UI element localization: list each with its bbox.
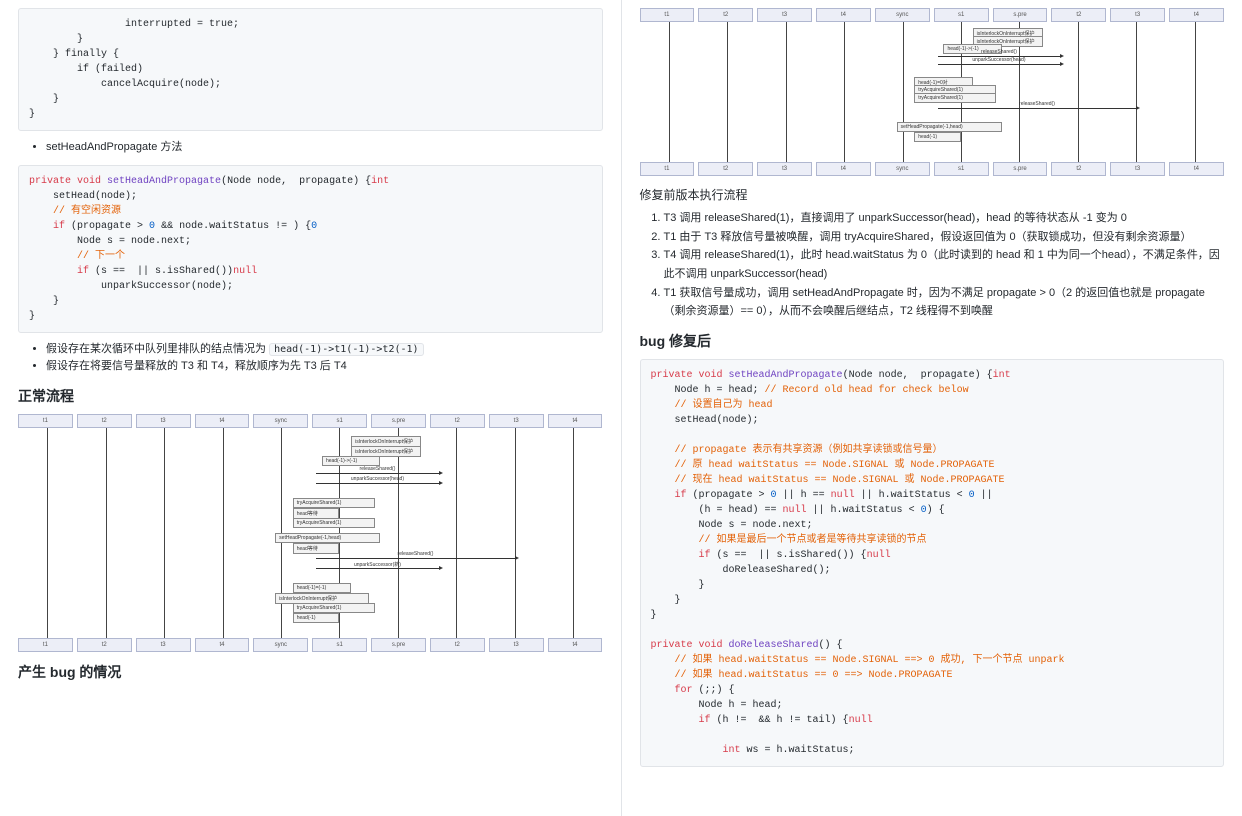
list-item: T1 获取信号量成功，调用 setHeadAndPropagate 时，因为不满… — [664, 284, 1225, 321]
seq-arrow — [316, 473, 439, 474]
seq-arrow — [938, 108, 1137, 109]
seq-message-box: head(-1) — [293, 613, 340, 623]
bullet-list-1: setHeadAndPropagate 方法 — [18, 139, 603, 157]
seq-message-box: setHeadPropagate(-1,head) — [275, 533, 380, 543]
seq-message-box: head(-1)=(-1) — [293, 583, 351, 593]
right-column: t1t2t3t4syncs1s.pret2t3t4isInterlockOnIn… — [622, 0, 1242, 816]
list-item: T4 调用 releaseShared(1)，此时 head.waitStatu… — [664, 246, 1225, 283]
lane-box: t1 — [18, 414, 73, 428]
seq-message-box: tryAcquireShared(1) — [293, 603, 375, 613]
lane-box: s1 — [934, 8, 989, 22]
heading-after-fix: bug 修复后 — [640, 331, 1225, 351]
seq-arrow — [316, 558, 515, 559]
seq-arrow — [938, 64, 1061, 65]
seq-arrow-label: unparkSuccessor(新) — [354, 561, 401, 568]
lane-box: t4 — [816, 162, 871, 176]
lane-box: t4 — [548, 414, 603, 428]
lane-box: t3 — [489, 638, 544, 652]
lane-box: t4 — [195, 638, 250, 652]
list-item: T3 调用 releaseShared(1)，直接调用了 unparkSucce… — [664, 209, 1225, 228]
heading-bug-case: 产生 bug 的情况 — [18, 662, 603, 682]
seq-message-box: head(-1) — [914, 132, 961, 142]
code-block-2: private void setHeadAndPropagate(Node no… — [18, 165, 603, 333]
seq-message-box: head等待 — [293, 543, 340, 554]
diagram-overlay: isInterlockOnInterrupt保护isInterlockOnInt… — [640, 22, 1225, 162]
lane-box: t3 — [757, 162, 812, 176]
lane-box: sync — [875, 162, 930, 176]
seq-arrow-label: releaseShared() — [1019, 101, 1055, 107]
code-block-3: private void setHeadAndPropagate(Node no… — [640, 359, 1225, 767]
lane-box: t2 — [77, 414, 132, 428]
bullet-list-2: 假设存在某次循环中队列里排队的结点情况为 head(-1)->t1(-1)->t… — [18, 341, 603, 376]
seq-arrow-label: unparkSuccessor(head) — [972, 57, 1025, 63]
lane-box: s1 — [312, 414, 367, 428]
lane-box: s1 — [934, 162, 989, 176]
bullet-item: 假设存在某次循环中队列里排队的结点情况为 head(-1)->t1(-1)->t… — [46, 341, 603, 359]
seq-arrow-label: unparkSuccessor(head) — [351, 476, 404, 482]
lane-box: t1 — [640, 162, 695, 176]
lane-box: t1 — [640, 8, 695, 22]
lane-box: t2 — [430, 414, 485, 428]
sequence-diagram-2: t1t2t3t4syncs1s.pret2t3t4isInterlockOnIn… — [640, 8, 1225, 176]
lane-box: t4 — [195, 414, 250, 428]
lane-box: s.pre — [371, 638, 426, 652]
lane-box: s.pre — [371, 414, 426, 428]
lane-box: t3 — [1110, 162, 1165, 176]
seq-message-box: tryAcquireShared(1) — [293, 498, 375, 508]
seq-arrow-label: releaseShared() — [360, 466, 396, 472]
lane-box: sync — [253, 638, 308, 652]
seq-message-box: tryAcquireShared(1) — [293, 518, 375, 528]
lane-box: t2 — [1051, 162, 1106, 176]
seq-arrow-label: releaseShared() — [981, 49, 1017, 55]
lane-box: t1 — [18, 638, 73, 652]
inline-code: head(-1)->t1(-1)->t2(-1) — [269, 343, 424, 356]
lane-box: t4 — [816, 8, 871, 22]
code-block-1: interrupted = true; } } finally { if (fa… — [18, 8, 603, 131]
sequence-diagram-1: t1t2t3t4syncs1s.pret2t3t4isInterlockOnIn… — [18, 414, 603, 652]
lane-box: t4 — [1169, 8, 1224, 22]
lane-box: sync — [253, 414, 308, 428]
lane-box: t3 — [136, 638, 191, 652]
left-column: interrupted = true; } } finally { if (fa… — [0, 0, 622, 816]
lane-box: t3 — [757, 8, 812, 22]
seq-message-box: head(-1)->(-1) — [322, 456, 380, 466]
lane-box: t3 — [1110, 8, 1165, 22]
list-item: T1 由于 T3 释放信号量被唤醒，调用 tryAcquireShared，假设… — [664, 228, 1225, 247]
seq-arrow-label: releaseShared() — [398, 551, 434, 557]
seq-arrow — [316, 483, 439, 484]
lane-box: t2 — [430, 638, 485, 652]
lane-box: s.pre — [993, 162, 1048, 176]
lane-box: t4 — [548, 638, 603, 652]
ordered-list: T3 调用 releaseShared(1)，直接调用了 unparkSucce… — [640, 209, 1225, 321]
diagram-overlay: isInterlockOnInterrupt保护isInterlockOnInt… — [18, 428, 603, 638]
lane-box: s.pre — [993, 8, 1048, 22]
lane-box: t2 — [77, 638, 132, 652]
heading-normal-flow: 正常流程 — [18, 386, 603, 406]
heading-before-fix: 修复前版本执行流程 — [640, 186, 1225, 203]
lane-box: t2 — [1051, 8, 1106, 22]
seq-message-box: tryAcquireShared(1) — [914, 93, 996, 103]
bullet-text: 假设存在某次循环中队列里排队的结点情况为 — [46, 343, 266, 355]
seq-arrow — [316, 568, 439, 569]
lane-box: sync — [875, 8, 930, 22]
seq-message-box: setHeadPropagate(-1,head) — [897, 122, 1002, 132]
lane-box: t3 — [489, 414, 544, 428]
lane-box: t2 — [698, 8, 753, 22]
bullet-item: 假设存在将要信号量释放的 T3 和 T4，释放顺序为先 T3 后 T4 — [46, 358, 603, 376]
lane-box: t3 — [136, 414, 191, 428]
bullet-item: setHeadAndPropagate 方法 — [46, 139, 603, 157]
lane-box: s1 — [312, 638, 367, 652]
lane-box: t4 — [1169, 162, 1224, 176]
lane-box: t2 — [698, 162, 753, 176]
page-container: interrupted = true; } } finally { if (fa… — [0, 0, 1242, 816]
